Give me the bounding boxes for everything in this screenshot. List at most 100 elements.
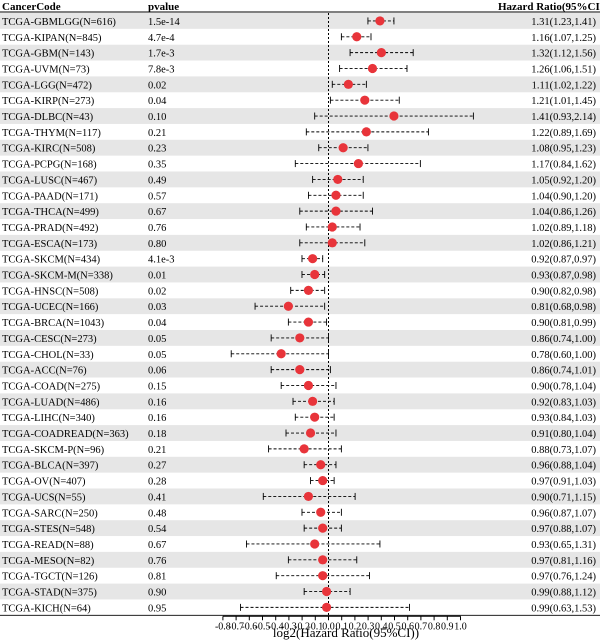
x-tick-label: 0.6 — [401, 621, 414, 632]
row-hazard-ratio: 0.97(0.76,1.24) — [531, 572, 596, 583]
x-tick-label: -0.7 — [228, 621, 244, 632]
row-code: TCGA-CHOL(N=33) — [2, 350, 94, 361]
row-pvalue: 0.80 — [148, 239, 166, 250]
row-stripe — [0, 456, 600, 473]
row-pvalue: 0.18 — [148, 429, 166, 440]
x-axis: -0.8-0.7-0.6-0.5-0.4-0.3-0.2-0.1 0.0 0.1 0.… — [215, 615, 467, 632]
row-stripe — [0, 76, 600, 93]
row-hazard-ratio: 0.90(0.82,0.98) — [531, 286, 596, 297]
hr-point — [303, 317, 314, 327]
row-code: TCGA-UCEC(N=166) — [2, 302, 99, 313]
hr-point — [367, 63, 378, 74]
hr-point — [295, 333, 305, 343]
hr-point — [352, 32, 362, 42]
row-code: TCGA-UCS(N=55) — [2, 492, 86, 503]
row-code: TCGA-SKCM(N=434) — [2, 255, 101, 266]
row-code: TCGA-STAD(N=375) — [2, 588, 97, 599]
row-pvalue: 0.21 — [148, 445, 166, 456]
x-tick-label: 0.9 — [441, 621, 454, 632]
row-code: TCGA-READ(N=88) — [2, 540, 94, 551]
hr-point — [333, 174, 343, 185]
row-stripe — [0, 13, 600, 29]
header-code: CancerCode — [2, 1, 61, 13]
row-hazard-ratio: 0.97(0.91,1.03) — [531, 477, 596, 488]
row-pvalue: 0.57 — [148, 191, 166, 202]
row-stripe — [0, 108, 600, 124]
row-pvalue: 0.02 — [148, 286, 166, 297]
row-code: TCGA-ESCA(N=173) — [2, 239, 98, 250]
hr-point — [303, 285, 314, 295]
row-stripe — [0, 298, 600, 315]
row-pvalue: 0.35 — [148, 160, 166, 171]
row-code: TCGA-LGG(N=472) — [2, 80, 92, 91]
x-tick-label: -0.6 — [241, 621, 257, 632]
row-hazard-ratio: 1.04(0.86,1.26) — [531, 207, 596, 218]
row-hazard-ratio: 0.78(0.60,1.00) — [531, 350, 596, 361]
row-code: TCGA-COADREAD(N=363) — [2, 429, 129, 440]
hr-point — [305, 428, 316, 438]
row-stripe — [0, 171, 600, 188]
row-code: TCGA-STES(N=548) — [2, 524, 95, 535]
row-hazard-ratio: 0.90(0.71,1.15) — [531, 492, 596, 503]
row-code: TCGA-GBMLGG(N=616) — [2, 17, 116, 28]
x-tick-label: 0.0 — [322, 621, 335, 632]
row-pvalue: 0.90 — [148, 588, 166, 599]
hr-point — [375, 16, 385, 26]
row-pvalue: 0.67 — [148, 540, 166, 551]
row-stripes — [0, 13, 600, 616]
row-hazard-ratio: 0.97(0.81,1.16) — [531, 556, 596, 567]
hr-points — [276, 16, 399, 612]
row-hazard-ratio: 0.86(0.74,1.00) — [531, 334, 596, 345]
row-labels: TCGA-GBMLGG(N=616) 1.5e-14 1.31(1.23,1.41)… — [2, 17, 596, 614]
hr-point — [316, 460, 326, 470]
row-pvalue: 4.1e-3 — [148, 255, 175, 266]
row-code: TCGA-SKCM-M(N=338) — [2, 271, 113, 282]
x-tick-label: -0.3 — [281, 621, 297, 632]
hr-point — [376, 48, 386, 58]
row-code: TCGA-BRCA(N=1043) — [2, 318, 105, 329]
hr-point — [338, 143, 348, 153]
row-hazard-ratio: 0.86(0.74,1.01) — [531, 366, 596, 377]
row-hazard-ratio: 1.31(1.23,1.41) — [531, 17, 596, 28]
hr-point — [318, 475, 328, 486]
row-pvalue: 0.67 — [148, 207, 166, 218]
row-hazard-ratio: 1.16(1.07,1.25) — [531, 33, 596, 44]
row-code: TCGA-THYM(N=117) — [2, 128, 101, 139]
x-tick-label: -0.1 — [307, 621, 323, 632]
row-code: TCGA-PCPG(N=168) — [2, 160, 97, 171]
hr-point — [310, 539, 320, 549]
hr-point — [389, 111, 399, 121]
x-tick-label: -0.5 — [255, 621, 271, 632]
row-code: TCGA-THCA(N=499) — [2, 207, 99, 218]
row-code: TCGA-BLCA(N=397) — [2, 461, 99, 472]
hr-point — [360, 95, 370, 105]
row-hazard-ratio: 1.04(0.90,1.20) — [531, 191, 596, 202]
x-tick-label: 0.8 — [428, 621, 441, 632]
row-hazard-ratio: 1.22(0.89,1.69) — [531, 128, 596, 139]
row-pvalue: 0.15 — [148, 381, 166, 392]
hr-point — [295, 365, 305, 375]
hr-point — [343, 79, 353, 89]
row-stripe — [0, 139, 600, 156]
row-pvalue: 0.16 — [148, 397, 166, 408]
row-pvalue: 4.7e-4 — [148, 33, 175, 44]
header-hazard-ratio: Hazard Ratio(95%CI) — [498, 1, 600, 13]
hr-point — [318, 523, 328, 533]
row-hazard-ratio: 0.93(0.65,1.31) — [531, 540, 596, 551]
row-hazard-ratio: 1.08(0.95,1.23) — [531, 144, 596, 155]
row-hazard-ratio: 1.17(0.84,1.62) — [531, 160, 596, 171]
x-tick-label: 1.0 — [454, 621, 467, 632]
row-code: TCGA-LUSC(N=467) — [2, 175, 98, 186]
x-tick-label: -0.8 — [215, 621, 231, 632]
row-pvalue: 0.49 — [148, 175, 166, 186]
row-hazard-ratio: 0.92(0.87,0.97) — [531, 255, 596, 266]
row-pvalue: 0.27 — [148, 461, 166, 472]
hr-point — [321, 586, 332, 597]
row-hazard-ratio: 1.21(1.01,1.45) — [531, 96, 596, 107]
hr-point — [308, 254, 318, 264]
x-tick-label: 0.4 — [375, 621, 388, 632]
row-code: TCGA-PRAD(N=492) — [2, 223, 99, 234]
row-pvalue: 0.54 — [148, 524, 167, 535]
row-pvalue: 0.03 — [148, 302, 166, 313]
